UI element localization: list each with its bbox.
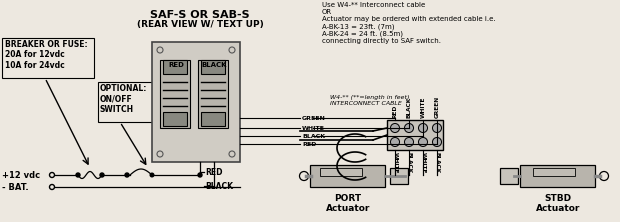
Circle shape	[125, 173, 129, 177]
Text: - BAT.: - BAT.	[2, 182, 29, 192]
Text: WHITE: WHITE	[420, 97, 425, 118]
Circle shape	[391, 123, 399, 133]
Text: WHITE: WHITE	[392, 152, 397, 174]
Bar	[163, 60, 187, 74]
Circle shape	[418, 123, 428, 133]
Bar	[520, 165, 595, 187]
Text: BLACK: BLACK	[205, 182, 233, 190]
Circle shape	[433, 123, 441, 133]
Bar	[152, 42, 240, 162]
Text: BREAKER OR FUSE:
20A for 12vdc
10A for 24vdc: BREAKER OR FUSE: 20A for 12vdc 10A for 2…	[5, 40, 87, 70]
Circle shape	[100, 173, 104, 177]
Bar	[198, 60, 228, 128]
Text: WHITE: WHITE	[302, 125, 325, 131]
Text: W4-** (**=length in feet)
INTERCONNECT CABLE: W4-** (**=length in feet) INTERCONNECT C…	[330, 95, 409, 106]
Circle shape	[433, 137, 441, 147]
Text: RED: RED	[205, 168, 223, 176]
Bar	[201, 60, 225, 74]
Circle shape	[404, 123, 414, 133]
Bar	[2, 38, 94, 78]
Text: BLACK: BLACK	[302, 133, 325, 139]
Text: RED: RED	[302, 141, 316, 147]
Text: Use W4-** Interconnect cable
OR
Actuator may be ordered with extended cable i.e.: Use W4-** Interconnect cable OR Actuator…	[322, 2, 495, 44]
Bar	[201, 112, 225, 126]
Text: BLACK: BLACK	[407, 152, 412, 173]
Text: STBD
Actuator: STBD Actuator	[536, 194, 580, 213]
Bar	[310, 165, 385, 187]
Text: BLACK: BLACK	[435, 152, 440, 173]
Bar	[163, 112, 187, 126]
Text: (REAR VIEW W/ TEXT UP): (REAR VIEW W/ TEXT UP)	[136, 20, 264, 29]
Text: BLACK: BLACK	[202, 62, 227, 68]
Circle shape	[198, 173, 202, 177]
Bar	[387, 120, 443, 150]
Text: RED: RED	[392, 105, 397, 118]
Text: RED: RED	[168, 62, 184, 68]
Bar	[160, 60, 190, 128]
Circle shape	[76, 173, 80, 177]
Text: GREEN: GREEN	[302, 115, 326, 121]
Bar	[390, 168, 408, 184]
Circle shape	[150, 173, 154, 177]
Bar	[500, 168, 518, 184]
Bar	[320, 168, 362, 176]
Text: WHITE: WHITE	[420, 152, 425, 174]
Circle shape	[418, 137, 428, 147]
Text: PORT
Actuator: PORT Actuator	[326, 194, 370, 213]
Circle shape	[391, 137, 399, 147]
Text: +12 vdc: +12 vdc	[2, 170, 40, 180]
Text: OPTIONAL:
ON/OFF
SWITCH: OPTIONAL: ON/OFF SWITCH	[100, 84, 148, 114]
Text: SAF-S OR SAB-S: SAF-S OR SAB-S	[150, 10, 250, 20]
Text: GREEN: GREEN	[435, 96, 440, 118]
Bar	[533, 168, 575, 176]
Text: BLACK: BLACK	[407, 97, 412, 118]
Bar	[98, 82, 156, 122]
Circle shape	[404, 137, 414, 147]
